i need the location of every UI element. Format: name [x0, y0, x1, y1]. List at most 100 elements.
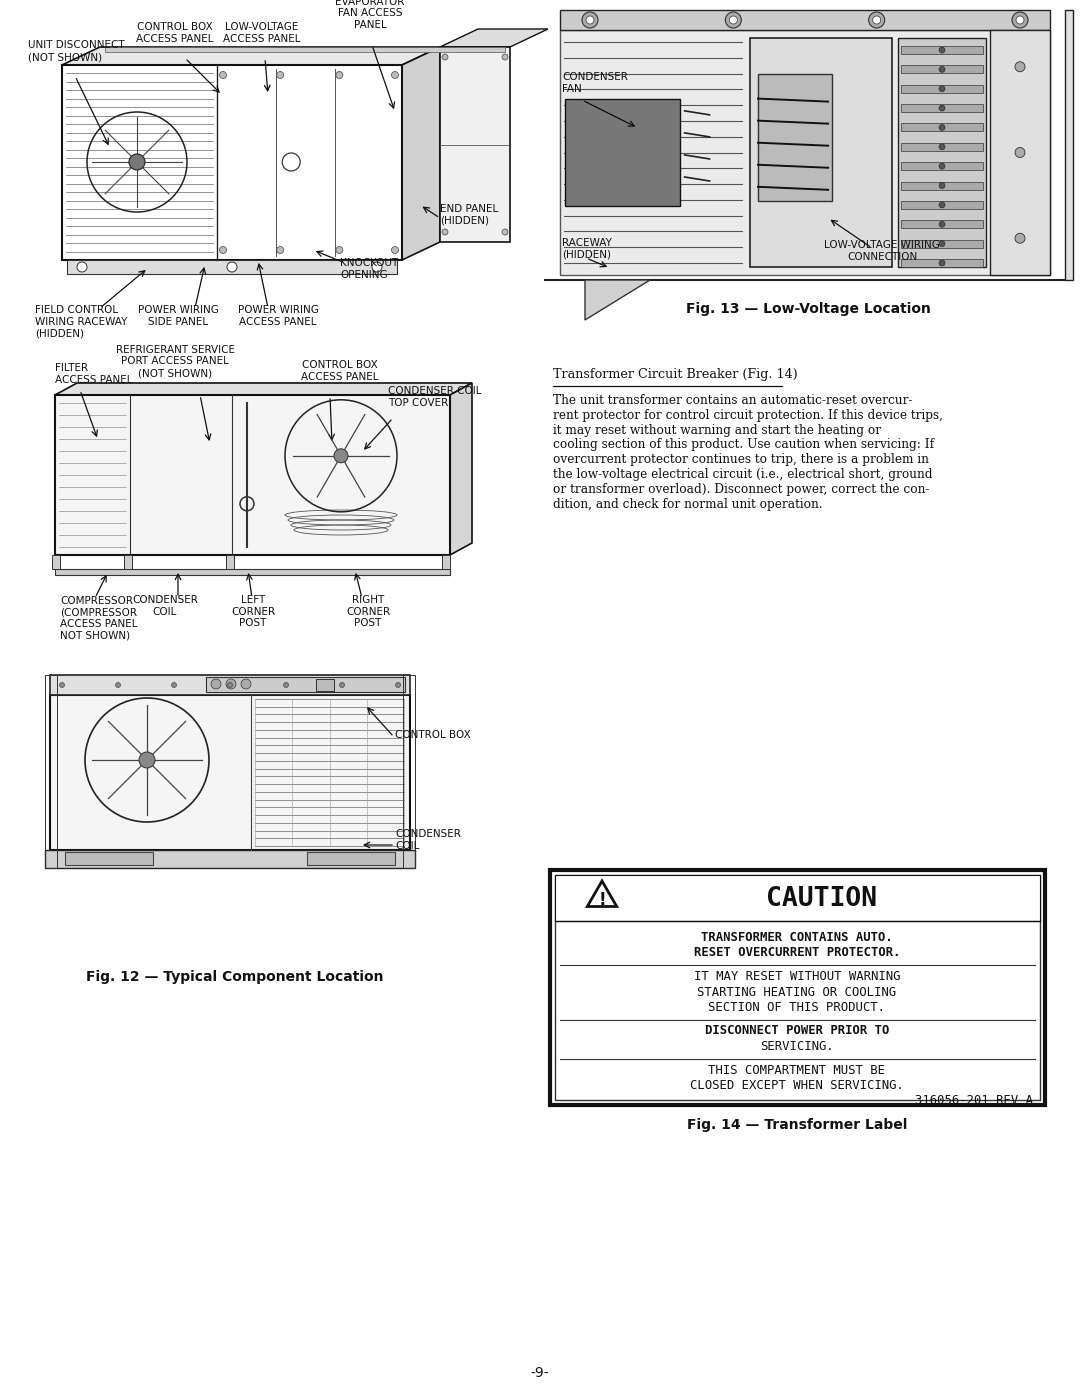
Bar: [561, 29, 1050, 275]
Bar: [758, 74, 832, 201]
Text: !: !: [598, 891, 606, 909]
Text: RIGHT
CORNER
POST: RIGHT CORNER POST: [346, 595, 390, 629]
Circle shape: [219, 246, 227, 253]
Text: LOW-VOLTAGE WIRING
CONNECTION: LOW-VOLTAGE WIRING CONNECTION: [824, 240, 940, 261]
Circle shape: [372, 263, 382, 272]
Text: it may reset without warning and start the heating or: it may reset without warning and start t…: [553, 423, 881, 437]
Text: FIELD CONTROL
WIRING RACEWAY
(HIDDEN): FIELD CONTROL WIRING RACEWAY (HIDDEN): [35, 305, 127, 338]
Text: 316056-201 REV A: 316056-201 REV A: [915, 1094, 1032, 1108]
Bar: [901, 85, 983, 92]
Circle shape: [1015, 148, 1025, 158]
Circle shape: [334, 448, 348, 462]
Text: DISCONNECT POWER PRIOR TO: DISCONNECT POWER PRIOR TO: [705, 1024, 889, 1038]
Bar: [62, 66, 402, 260]
Bar: [550, 870, 1045, 1105]
Circle shape: [77, 263, 87, 272]
Text: CONDENSER
COIL: CONDENSER COIL: [132, 595, 198, 616]
Circle shape: [939, 67, 945, 73]
Text: KNOCKOUT
OPENING: KNOCKOUT OPENING: [340, 258, 399, 279]
Text: CONDENSER
FAN: CONDENSER FAN: [562, 73, 627, 94]
Bar: [565, 99, 680, 207]
Circle shape: [442, 54, 448, 60]
Bar: [55, 395, 450, 555]
Circle shape: [336, 246, 343, 253]
Bar: [901, 46, 983, 54]
Text: Fig. 14 — Transformer Label: Fig. 14 — Transformer Label: [687, 1118, 907, 1132]
Text: CONTROL BOX: CONTROL BOX: [395, 731, 471, 740]
Text: POWER WIRING
SIDE PANEL: POWER WIRING SIDE PANEL: [137, 305, 218, 327]
Text: -9-: -9-: [530, 1366, 550, 1380]
Text: dition, and check for normal unit operation.: dition, and check for normal unit operat…: [553, 497, 823, 510]
Circle shape: [219, 71, 227, 78]
Bar: [316, 679, 334, 692]
Bar: [897, 38, 986, 267]
Circle shape: [939, 183, 945, 189]
Bar: [45, 849, 415, 868]
Bar: [561, 10, 1050, 29]
Text: REFRIGERANT SERVICE
PORT ACCESS PANEL
(NOT SHOWN): REFRIGERANT SERVICE PORT ACCESS PANEL (N…: [116, 345, 234, 379]
Polygon shape: [585, 279, 650, 320]
Text: rent protector for control circuit protection. If this device trips,: rent protector for control circuit prote…: [553, 409, 943, 422]
Bar: [901, 123, 983, 131]
Bar: [307, 852, 395, 865]
Bar: [901, 182, 983, 190]
Circle shape: [939, 124, 945, 130]
Bar: [206, 678, 405, 692]
Bar: [65, 852, 153, 865]
Text: SERVICING.: SERVICING.: [760, 1039, 834, 1053]
Text: Fig. 12 — Typical Component Location: Fig. 12 — Typical Component Location: [86, 970, 383, 983]
Text: COMPRESSOR
(COMPRESSOR
ACCESS PANEL
NOT SHOWN): COMPRESSOR (COMPRESSOR ACCESS PANEL NOT …: [60, 597, 137, 641]
Circle shape: [939, 105, 945, 112]
Circle shape: [226, 679, 237, 689]
Circle shape: [391, 71, 399, 78]
Circle shape: [211, 679, 221, 689]
Bar: [226, 555, 234, 569]
Circle shape: [1015, 61, 1025, 71]
Text: The unit transformer contains an automatic-reset overcur-: The unit transformer contains an automat…: [553, 394, 913, 407]
Circle shape: [1015, 233, 1025, 243]
Polygon shape: [450, 383, 472, 555]
Circle shape: [939, 221, 945, 228]
Circle shape: [336, 71, 343, 78]
Text: the low-voltage electrical circuit (i.e., electrical short, ground: the low-voltage electrical circuit (i.e.…: [553, 468, 932, 481]
Text: END PANEL
(HIDDEN): END PANEL (HIDDEN): [440, 204, 498, 226]
Text: Fig. 13 — Low-Voltage Location: Fig. 13 — Low-Voltage Location: [686, 302, 931, 316]
Bar: [67, 260, 397, 274]
Text: CLOSED EXCEPT WHEN SERVICING.: CLOSED EXCEPT WHEN SERVICING.: [690, 1078, 904, 1092]
Circle shape: [1016, 15, 1024, 24]
Text: FILTER
ACCESS PANEL: FILTER ACCESS PANEL: [55, 363, 133, 386]
Circle shape: [1012, 13, 1028, 28]
Text: UNIT DISCONNECT
(NOT SHOWN): UNIT DISCONNECT (NOT SHOWN): [28, 41, 124, 61]
Bar: [124, 555, 132, 569]
Circle shape: [502, 229, 508, 235]
Text: Transformer Circuit Breaker (Fig. 14): Transformer Circuit Breaker (Fig. 14): [553, 367, 798, 381]
Circle shape: [939, 240, 945, 247]
Circle shape: [873, 15, 880, 24]
Text: POWER WIRING
ACCESS PANEL: POWER WIRING ACCESS PANEL: [238, 305, 319, 327]
Polygon shape: [588, 882, 617, 907]
Text: SECTION OF THIS PRODUCT.: SECTION OF THIS PRODUCT.: [708, 1002, 886, 1014]
Circle shape: [586, 15, 594, 24]
Bar: [901, 221, 983, 228]
Text: CONTROL BOX
ACCESS PANEL: CONTROL BOX ACCESS PANEL: [301, 360, 379, 381]
Text: CAUTION: CAUTION: [767, 886, 878, 912]
Circle shape: [129, 154, 145, 170]
Circle shape: [939, 144, 945, 149]
Bar: [442, 555, 450, 569]
Bar: [555, 875, 1040, 921]
Text: EVAPORATOR
FAN ACCESS
PANEL: EVAPORATOR FAN ACCESS PANEL: [335, 0, 405, 29]
Circle shape: [59, 683, 65, 687]
Circle shape: [116, 683, 121, 687]
Text: RESET OVERCURRENT PROTECTOR.: RESET OVERCURRENT PROTECTOR.: [693, 947, 901, 960]
Bar: [105, 47, 505, 52]
Circle shape: [227, 263, 237, 272]
Bar: [901, 240, 983, 247]
Bar: [990, 29, 1050, 275]
Circle shape: [339, 683, 345, 687]
Bar: [555, 875, 1040, 1099]
Circle shape: [582, 13, 598, 28]
Circle shape: [391, 246, 399, 253]
Text: CONDENSER COIL
TOP COVER: CONDENSER COIL TOP COVER: [388, 387, 482, 408]
Circle shape: [939, 163, 945, 169]
Circle shape: [276, 71, 284, 78]
